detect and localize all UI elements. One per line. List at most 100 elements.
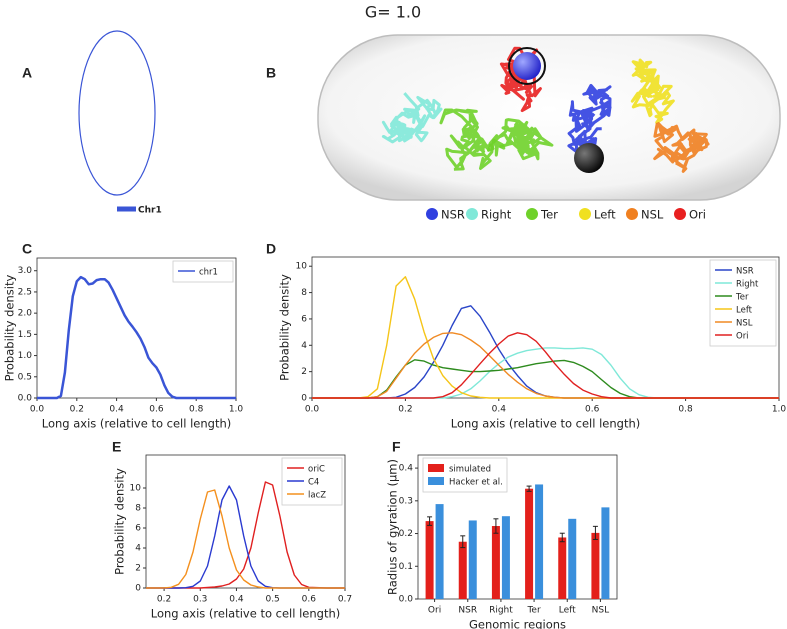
y-tick-label: 2.5: [18, 287, 32, 297]
series-line: [37, 275, 236, 400]
x-axis-label: Long axis (relative to cell length): [451, 417, 641, 431]
legend-label: Ori: [736, 332, 749, 342]
x-axis-label: Genomic regions: [469, 618, 566, 629]
y-tick-label: 2: [135, 564, 141, 574]
y-tick-label: 2.0: [18, 309, 33, 319]
locus-ring: [508, 47, 546, 85]
x-tick-label: Right: [489, 606, 513, 616]
y-tick-label: 3.0: [18, 266, 33, 276]
legend-label: lacZ: [308, 491, 326, 501]
y-axis-label: Probability density: [3, 275, 17, 382]
locus-sphere: [574, 143, 604, 173]
legend-label: simulated: [449, 465, 491, 475]
y-tick-label: 0.0: [399, 595, 414, 605]
legend-label: Ter: [540, 208, 558, 222]
x-tick-label: 0.2: [398, 405, 412, 415]
series-line: [312, 347, 779, 399]
legend-marker: [674, 208, 686, 220]
x-tick-label: Left: [559, 606, 576, 616]
y-tick-label: 6: [301, 314, 307, 324]
legend-swatch: [428, 477, 444, 485]
legend-label: NSL: [736, 319, 753, 329]
x-tick-label: Ter: [526, 606, 541, 616]
bar: [568, 518, 577, 599]
y-axis-label: Radius of gyration (μm): [386, 459, 400, 595]
y-tick-label: 10: [296, 262, 308, 272]
y-tick-label: 2: [301, 367, 307, 377]
x-tick-label: 0.5: [265, 595, 279, 605]
plot-frame: [417, 454, 618, 600]
x-tick-label: NSR: [458, 606, 477, 616]
bar: [425, 521, 434, 599]
bar: [535, 484, 544, 599]
y-axis-label: Probability density: [113, 468, 127, 575]
y-tick-label: 8: [135, 504, 141, 514]
error-bar: [559, 532, 565, 543]
y-tick-label: 8: [301, 288, 307, 298]
error-bar: [592, 525, 598, 540]
y-tick-label: 10: [130, 484, 142, 494]
legend-marker: [526, 208, 538, 220]
x-axis-label: Long axis (relative to cell length): [42, 417, 232, 431]
x-tick-label: 0.6: [149, 405, 164, 415]
legend-box: [709, 259, 777, 347]
locus-sphere: [513, 52, 541, 80]
legend-label: Hacker et al.: [449, 478, 503, 488]
legend-label: chr1: [199, 268, 218, 278]
bar: [558, 537, 567, 599]
x-tick-label: 1.0: [229, 405, 244, 415]
x-tick-label: Ori: [428, 606, 441, 616]
legend-label: Ter: [735, 293, 749, 303]
polymer: [381, 46, 710, 173]
series-line: [312, 332, 779, 399]
bar: [591, 532, 600, 599]
chromosome-outline: [78, 30, 156, 196]
panel-label: F: [392, 439, 401, 455]
plot-frame: [36, 257, 237, 399]
legend-marker: [626, 208, 638, 220]
y-tick-label: 0.2: [399, 529, 413, 539]
error-bar: [493, 518, 499, 534]
y-tick-label: 0.3: [399, 496, 413, 506]
y-tick-label: 4: [301, 341, 307, 351]
error-bar: [460, 535, 466, 549]
panel-label: B: [266, 65, 276, 81]
x-tick-label: 0.2: [157, 595, 171, 605]
legend-label: Right: [481, 208, 512, 222]
legend-box: [422, 457, 508, 493]
x-tick-label: 0.0: [30, 405, 45, 415]
bar: [501, 516, 510, 599]
polymer-trace: [487, 118, 554, 161]
legend-label: NSR: [441, 208, 465, 222]
legend-marker: [579, 208, 591, 220]
y-tick-label: 1.5: [18, 330, 32, 340]
x-tick-label: NSL: [592, 606, 609, 616]
bar: [458, 541, 467, 599]
bar: [525, 488, 534, 599]
plot-frame: [311, 256, 780, 399]
legend-label: oriC: [308, 465, 325, 475]
bar: [435, 504, 444, 599]
cell-capsule: [317, 34, 781, 201]
legend-label: C4: [308, 478, 319, 488]
x-tick-label: 0.6: [302, 595, 317, 605]
y-tick-label: 0.1: [399, 562, 413, 572]
legend-marker: [426, 208, 438, 220]
legend-label: NSR: [736, 267, 754, 277]
y-tick-label: 0.4: [399, 464, 414, 474]
legend-label: NSL: [641, 208, 664, 222]
panel-label: D: [266, 241, 276, 257]
x-tick-label: 0.2: [70, 405, 84, 415]
y-tick-label: 0.0: [18, 394, 33, 404]
y-axis-label: Probability density: [278, 274, 292, 381]
y-tick-label: 0: [301, 394, 307, 404]
figure-title: G= 1.0: [365, 3, 421, 22]
x-tick-label: 0.4: [492, 405, 507, 415]
legend-box: [172, 260, 234, 283]
y-tick-label: 4: [135, 544, 141, 554]
x-tick-label: 0.4: [109, 405, 124, 415]
panel-label: E: [112, 439, 121, 455]
legend-marker: [466, 208, 478, 220]
error-bar: [427, 516, 433, 526]
